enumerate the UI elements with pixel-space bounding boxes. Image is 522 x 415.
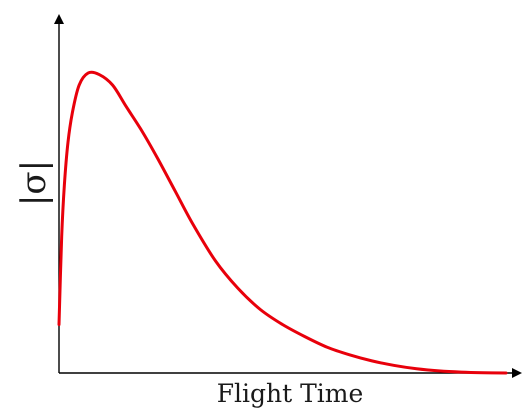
series-line	[57, 70, 508, 375]
x-axis-arrowhead	[512, 368, 522, 378]
axes	[54, 14, 522, 378]
y-axis-arrowhead	[54, 14, 64, 24]
y-axis-label: |σ|	[14, 160, 54, 206]
x-axis-label: Flight Time	[217, 379, 364, 408]
